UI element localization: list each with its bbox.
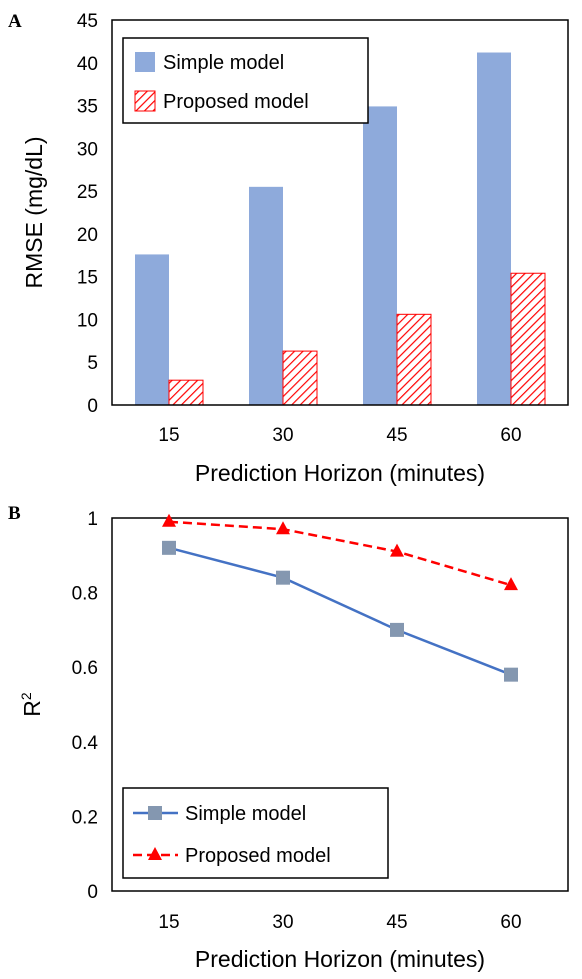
marker-simple-model (504, 667, 518, 682)
panel-b-legend: Simple model Proposed model (122, 787, 389, 879)
panel-b-x-tick-label: 15 (158, 912, 179, 933)
panel-a-letter: A (8, 11, 22, 32)
legend-marker (148, 806, 162, 820)
panel-b-y-tick-label: 0.4 (72, 733, 99, 754)
marker-simple-model (162, 540, 176, 555)
panel-b-series (162, 513, 518, 682)
panel-a-bars (135, 52, 546, 406)
panel-b-x-tick-label: 30 (272, 912, 293, 933)
panel-b-y-axis-title-base: R (19, 700, 45, 717)
panel-a-y-axis: 0 5 10 15 20 25 30 35 40 45 (77, 11, 98, 417)
line-simple-model (168, 546, 512, 676)
panel-a-y-tick-label: 5 (87, 353, 98, 374)
panel-a-y-tick-label: 40 (77, 54, 98, 75)
marker-simple-model (276, 570, 290, 585)
panel-a-y-tick-label: 30 (77, 139, 98, 160)
marker-proposed-model (162, 513, 176, 527)
panel-b-y-tick-label: 0 (87, 882, 98, 903)
panel-b-y-axis-title: R2 (18, 692, 45, 717)
panel-a-x-tick-label: 15 (158, 425, 179, 446)
panel-b-x-axis-title: Prediction Horizon (minutes) (195, 946, 485, 972)
panel-a-y-tick-label: 0 (87, 396, 98, 417)
panel-a-y-tick-label: 15 (77, 268, 98, 289)
panel-b-x-tick-label: 45 (386, 912, 407, 933)
legend-swatch (134, 90, 156, 112)
marker-simple-model (390, 622, 404, 637)
bar-simple-model (249, 186, 283, 405)
bar-proposed-model (168, 379, 204, 406)
panel-b-y-axis: 0 0.2 0.4 0.6 0.8 1 (72, 509, 99, 903)
panel-b-x-axis: 15 30 45 60 (158, 912, 521, 933)
marker-proposed-model (504, 577, 518, 591)
panel-b-x-tick-label: 60 (500, 912, 521, 933)
panel-a-x-axis-title: Prediction Horizon (minutes) (195, 460, 485, 486)
panel-a-legend: Simple model Proposed model (122, 37, 369, 124)
line-proposed-model (168, 520, 512, 587)
panel-a-y-tick-label: 25 (77, 182, 98, 203)
panel-a-bar-chart: A 0 5 10 15 20 25 30 35 40 45 15 30 45 60 Prediction… (8, 11, 569, 486)
legend-swatch (135, 52, 155, 72)
panel-a-y-tick-label: 45 (77, 11, 98, 32)
bar-proposed-model (510, 272, 546, 406)
panel-a-y-tick-label: 10 (77, 310, 98, 331)
panel-b-plot-frame (111, 517, 569, 892)
panel-a-x-axis: 15 30 45 60 (158, 425, 521, 446)
legend-label: Proposed model (163, 91, 309, 113)
panel-a-plot-frame (111, 19, 569, 406)
panel-b-letter: B (8, 503, 21, 524)
bar-simple-model (477, 52, 511, 406)
panel-a-x-tick-label: 60 (500, 425, 521, 446)
panel-b-y-axis-title-superscript: 2 (18, 692, 34, 700)
bar-proposed-model (396, 313, 432, 406)
legend-marker (148, 847, 162, 860)
panel-a-x-tick-label: 30 (272, 425, 293, 446)
bar-proposed-model (282, 350, 318, 406)
panel-b-y-tick-label: 0.8 (72, 584, 98, 605)
panel-b-line-chart: B 0 0.2 0.4 0.6 0.8 1 15 30 45 60 Prediction Hor… (8, 503, 569, 972)
panel-a-y-tick-label: 35 (77, 97, 98, 118)
panel-b-y-tick-label: 0.6 (72, 658, 98, 679)
legend-label: Simple model (185, 803, 306, 825)
legend-label: Simple model (163, 52, 284, 74)
panel-b-legend-box (122, 787, 389, 879)
panel-a-x-tick-label: 45 (386, 425, 407, 446)
bar-simple-model (135, 254, 169, 405)
bar-simple-model (363, 106, 397, 406)
marker-proposed-model (276, 521, 290, 535)
panel-a-legend-box (122, 37, 369, 124)
legend-label: Proposed model (185, 845, 331, 867)
panel-b-y-tick-label: 1 (87, 509, 98, 530)
panel-a-y-tick-label: 20 (77, 225, 98, 246)
panel-b-y-tick-label: 0.2 (72, 807, 98, 828)
marker-proposed-model (390, 543, 404, 557)
panel-a-y-axis-title: RMSE (mg/dL) (21, 136, 47, 288)
